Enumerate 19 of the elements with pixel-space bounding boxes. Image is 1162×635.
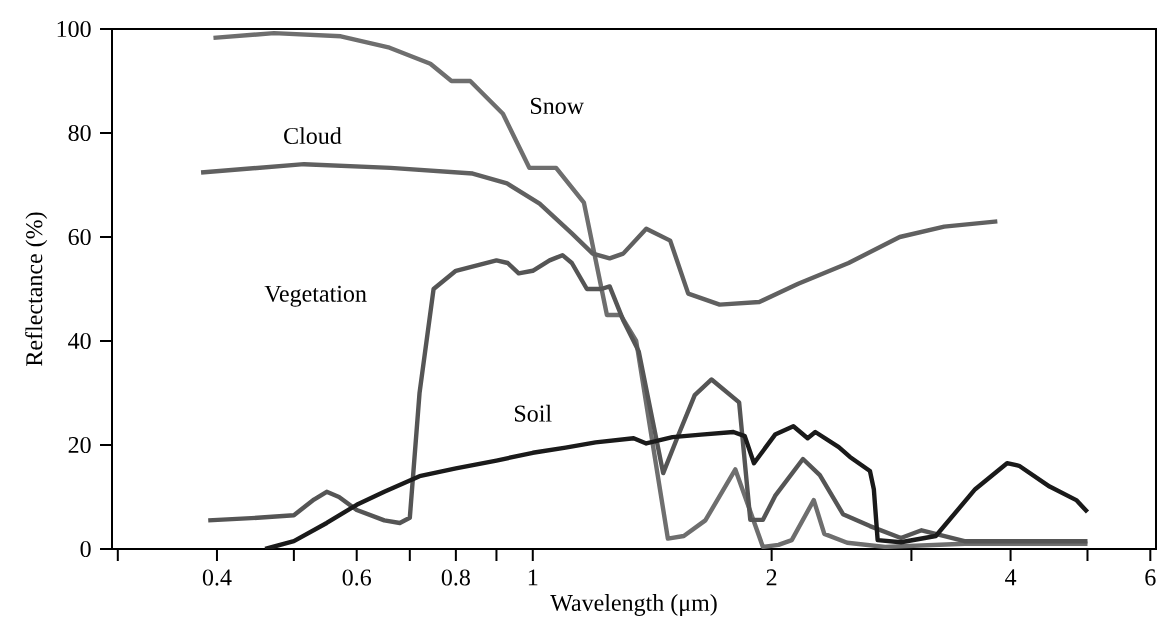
text: Vegetation <box>264 285 367 307</box>
series-label: Cloud <box>284 127 342 145</box>
y-tick-label: 100 <box>57 20 91 38</box>
x-tick-label: 0.4 <box>202 569 232 586</box>
x-tick-label: 0.6 <box>342 569 371 586</box>
x-tick-label: 6 <box>1145 569 1156 586</box>
y-tick-label: 0 <box>80 540 91 558</box>
series-label: Soil <box>514 404 552 422</box>
series-label: Snow <box>531 97 584 114</box>
y-tick-label: 40 <box>68 332 91 350</box>
x-tick-label: 4 <box>1005 569 1017 586</box>
x-tick-label: 2 <box>766 569 777 586</box>
y-tick-label: 20 <box>68 436 91 454</box>
y-tick-label: 60 <box>68 228 91 246</box>
x-axis-title: Wavelength (μm) <box>550 594 717 616</box>
y-axis-title: Reflectance (%) <box>25 212 48 366</box>
x-tick-label: 1 <box>528 569 538 586</box>
x-tick-label: 0.8 <box>441 569 470 586</box>
y-tick-label: 80 <box>68 124 91 142</box>
